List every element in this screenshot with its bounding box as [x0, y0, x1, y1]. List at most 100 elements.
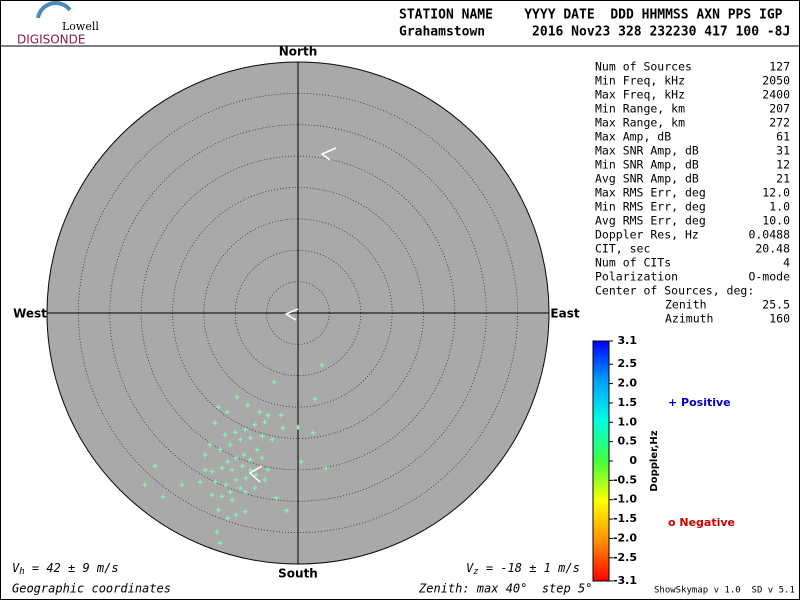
stat-label: Max RMS Err, deg	[595, 186, 706, 200]
stat-label: CIT, sec	[595, 242, 650, 256]
source-point	[219, 493, 225, 499]
source-point	[223, 482, 229, 488]
colorbar-tick-label: 0	[629, 454, 637, 467]
stat-value: 12.0	[762, 186, 790, 200]
stat-value: 272	[769, 116, 790, 130]
source-point	[227, 489, 233, 495]
source-point	[209, 469, 215, 475]
colorbar-tick-label: -1.5	[613, 512, 637, 525]
source-point	[247, 435, 253, 441]
colorbar-tick-label: -2.5	[613, 551, 637, 564]
colorbar-tick-label: 3.1	[618, 334, 638, 347]
stat-value: 31	[776, 144, 790, 158]
source-point	[252, 422, 258, 428]
stat-value: 20.48	[755, 242, 790, 256]
header-line: STATION NAME YYYY DATE DDD HHMMSS AXN PP…	[399, 8, 783, 23]
center-value: 25.5	[762, 298, 790, 312]
stat-label: Max SNR Amp, dB	[595, 144, 699, 158]
vz: Vz = -18 ± 1 m/s	[466, 561, 580, 577]
source-point	[265, 412, 271, 418]
source-point	[142, 482, 148, 488]
source-point	[212, 420, 218, 426]
source-point	[239, 463, 245, 469]
logo-bottom: DIGISONDE	[17, 33, 85, 47]
center-label: Zenith	[665, 298, 707, 312]
stat-label: Max Freq, kHz	[595, 88, 685, 102]
source-point	[160, 494, 166, 500]
coords: Geographic coordinates	[12, 582, 171, 596]
source-point	[237, 437, 243, 443]
center-title: Center of Sources, deg:	[595, 284, 754, 298]
colorbar-tick-label: -2.0	[613, 531, 637, 544]
source-point	[278, 412, 284, 418]
source-point	[242, 509, 248, 515]
colorbar-label: Doppler,Hz	[649, 430, 660, 491]
source-point	[197, 479, 203, 485]
colorbar-tick-label: -0.5	[613, 473, 637, 486]
colorbar-tick-label: 2.5	[618, 357, 638, 370]
stat-value: 21	[776, 172, 790, 186]
colorbar-tick-label: 1.5	[618, 396, 638, 409]
logo-swoosh	[36, 1, 72, 19]
stat-label: Num of CITs	[595, 256, 671, 270]
header-line: Grahamstown 2016 Nov23 328 232230 417 10…	[399, 25, 790, 40]
colorbar-tick-label: 0.5	[618, 435, 638, 448]
stat-value: 10.0	[762, 214, 790, 228]
source-point	[209, 492, 215, 498]
source-point	[280, 425, 286, 431]
stat-label: Avg RMS Err, deg	[595, 214, 706, 228]
stat-label: Avg SNR Amp, dB	[595, 172, 699, 186]
stat-value: 61	[776, 130, 790, 144]
legend-positive: + Positive	[668, 396, 731, 409]
stat-label: Min SNR Amp, dB	[595, 158, 699, 172]
stat-label: Polarization	[595, 270, 678, 284]
vh: Vh = 42 ± 9 m/s	[12, 561, 119, 577]
source-point	[257, 409, 263, 415]
stat-label: Min RMS Err, deg	[595, 200, 706, 214]
stat-value: 127	[769, 60, 790, 74]
source-point	[227, 442, 233, 448]
stat-label: Num of Sources	[595, 60, 692, 74]
stat-value: 1.0	[769, 200, 790, 214]
source-point	[241, 452, 247, 458]
source-point	[207, 442, 213, 448]
source-point	[312, 396, 318, 402]
stat-label: Min Freq, kHz	[595, 74, 685, 88]
stat-label: Max Range, km	[595, 116, 685, 130]
source-point	[212, 479, 218, 485]
source-point	[323, 465, 329, 471]
source-point	[224, 409, 230, 415]
source-point	[233, 512, 239, 518]
source-point	[254, 447, 260, 453]
direction-label: West	[13, 307, 47, 321]
source-point	[284, 508, 290, 514]
source-point	[262, 477, 268, 483]
source-point	[202, 452, 208, 458]
source-point	[252, 485, 258, 491]
stat-value: 207	[769, 102, 790, 116]
source-point	[215, 507, 221, 513]
source-point	[233, 477, 239, 483]
stat-value: 2050	[762, 74, 790, 88]
source-point	[214, 529, 220, 535]
source-point	[202, 467, 208, 473]
colorbar-tick-label: -1.0	[613, 493, 637, 506]
source-point	[310, 430, 316, 436]
stat-label: Doppler Res, Hz	[595, 228, 699, 242]
source-point	[265, 467, 271, 473]
stat-value: 2400	[762, 88, 790, 102]
stat-value: 0.0488	[748, 228, 790, 242]
source-point	[225, 515, 231, 521]
source-point	[229, 497, 235, 503]
source-point	[222, 432, 228, 438]
source-point	[295, 424, 301, 430]
stat-value: O-mode	[748, 270, 790, 284]
legend-negative: o Negative	[668, 516, 735, 529]
source-point	[273, 495, 279, 501]
source-point	[242, 427, 248, 433]
source-point	[242, 489, 248, 495]
source-point	[217, 447, 223, 453]
stat-label: Min Range, km	[595, 102, 685, 116]
